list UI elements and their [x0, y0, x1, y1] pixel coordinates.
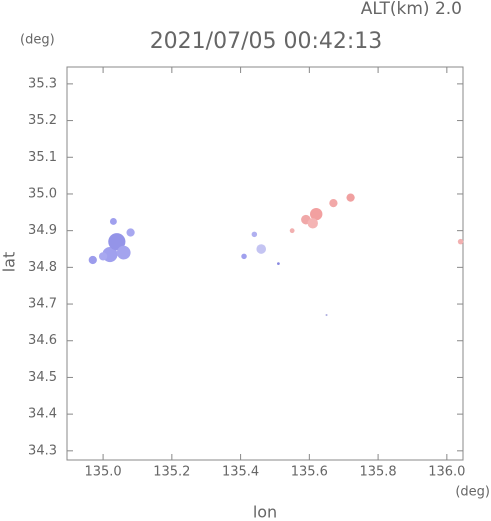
- echo-cell: [289, 228, 295, 234]
- y-tick-label: 34.9: [28, 223, 57, 238]
- y-tick-label: 34.7: [28, 297, 57, 312]
- x-tick-label: 136.0: [428, 465, 465, 480]
- echo-cell: [251, 231, 258, 238]
- y-tick-label: 34.5: [28, 370, 57, 385]
- echo-cell: [108, 233, 126, 251]
- x-tick-label: 135.6: [291, 465, 328, 480]
- plot-frame: [66, 66, 464, 461]
- echo-cell: [457, 238, 464, 245]
- echo-cell: [346, 193, 355, 202]
- echo-cell: [277, 262, 280, 266]
- y-tick-label: 34.3: [28, 443, 57, 458]
- echo-cell: [256, 244, 267, 254]
- y-unit: (deg): [20, 33, 55, 48]
- x-label: lon: [253, 503, 277, 521]
- echo-cell: [241, 253, 247, 260]
- echo-cell: [88, 255, 97, 265]
- x-tick-label: 135.4: [222, 465, 259, 480]
- echo-cell: [126, 228, 135, 237]
- echo-cell: [116, 245, 131, 260]
- x-unit: (deg): [455, 485, 490, 500]
- y-tick-label: 34.6: [28, 333, 57, 348]
- y-label: lat: [0, 252, 19, 273]
- altitude: ALT(km) 2.0: [361, 0, 462, 19]
- echo-cell: [325, 314, 328, 317]
- y-tick-label: 34.4: [28, 407, 57, 422]
- x-tick-label: 135.8: [359, 465, 396, 480]
- echo-cell: [310, 207, 323, 221]
- y-tick-label: 35.3: [28, 76, 57, 91]
- y-tick-label: 34.8: [28, 260, 57, 275]
- echo-cell: [329, 199, 338, 208]
- echo-cell: [109, 218, 117, 225]
- chart-title: 2021/07/05 00:42:13: [150, 29, 383, 54]
- y-tick-label: 35.2: [28, 113, 57, 128]
- x-tick-label: 135.2: [153, 465, 190, 480]
- echo-cell: [307, 218, 318, 229]
- y-tick-label: 35.1: [28, 150, 57, 165]
- x-tick-label: 135.0: [84, 465, 121, 480]
- echo-cell: [98, 252, 108, 261]
- y-tick-label: 35.0: [28, 186, 57, 201]
